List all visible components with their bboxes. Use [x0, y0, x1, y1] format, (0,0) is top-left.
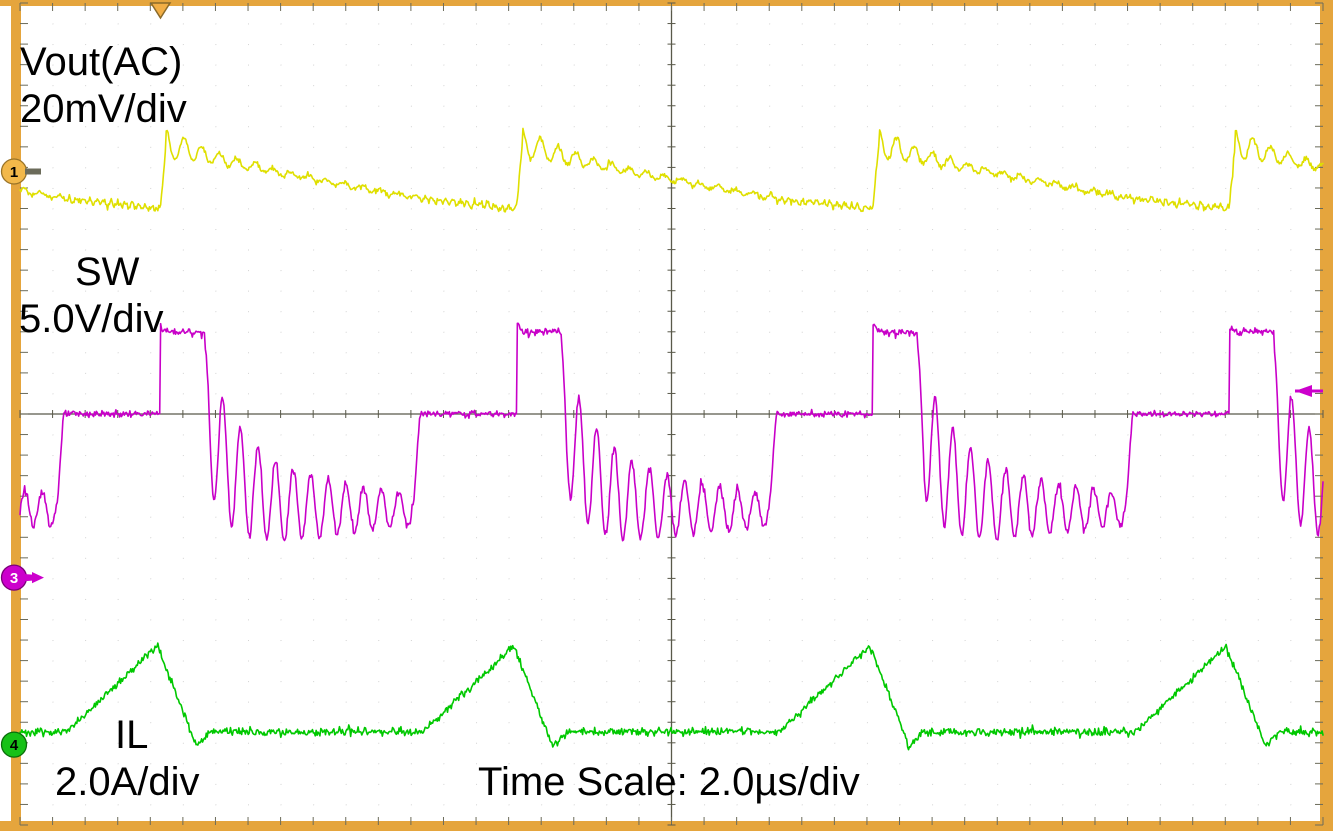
svg-text:Vout(AC): Vout(AC)	[20, 40, 182, 84]
svg-text:1: 1	[10, 164, 18, 181]
svg-text:3: 3	[10, 570, 18, 587]
svg-text:Time Scale: 2.0µs/div: Time Scale: 2.0µs/div	[478, 760, 860, 804]
svg-text:2.0A/div: 2.0A/div	[55, 760, 200, 804]
svg-text:20mV/div: 20mV/div	[20, 87, 187, 131]
svg-text:4: 4	[10, 737, 19, 754]
svg-text:IL: IL	[115, 713, 148, 757]
svg-text:SW: SW	[75, 250, 140, 294]
svg-text:5.0V/div: 5.0V/div	[19, 297, 164, 341]
